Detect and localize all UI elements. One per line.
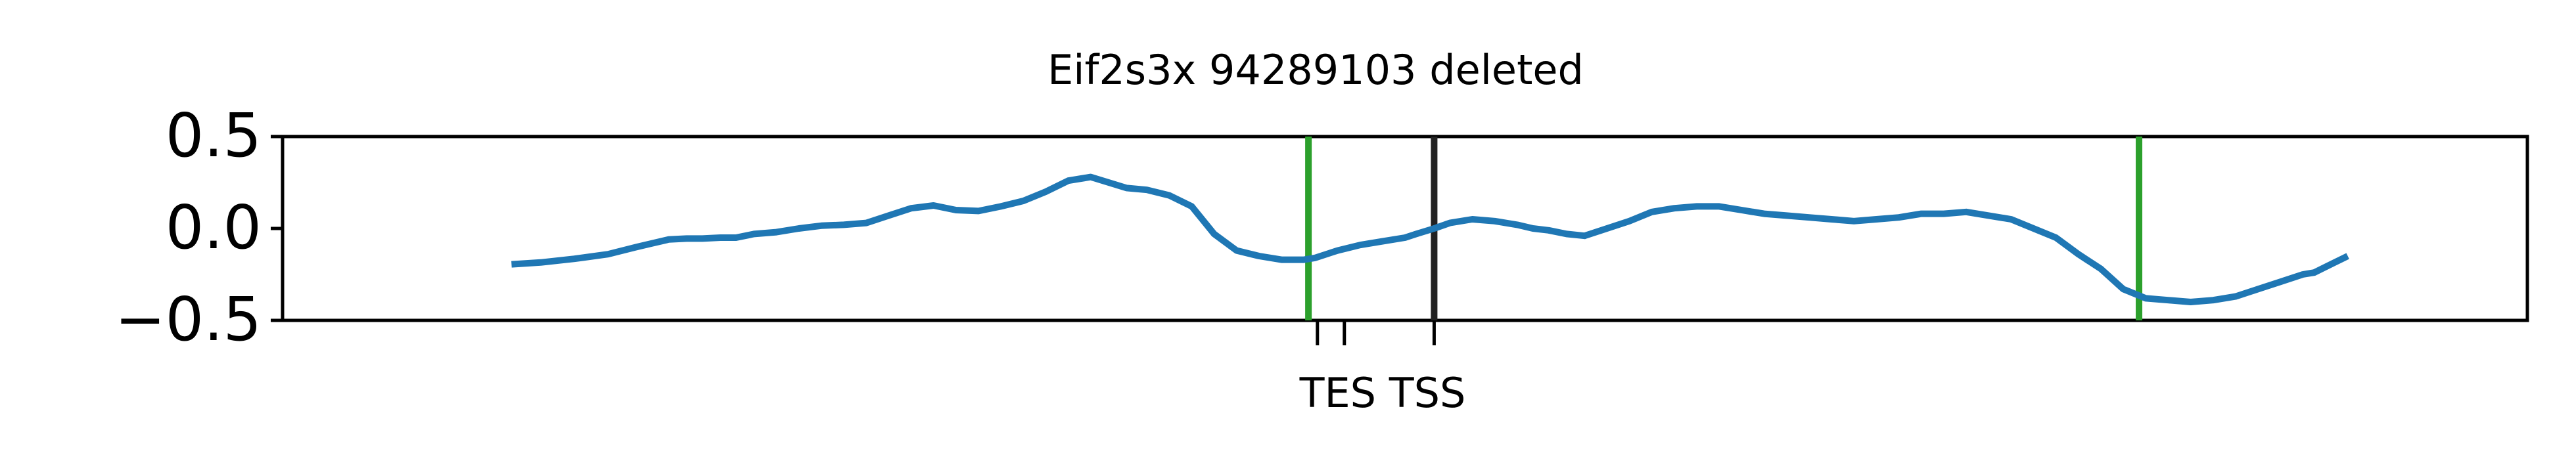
y-tick-label: −0.5 (115, 284, 262, 355)
x-axis-ticks (1316, 320, 1436, 345)
x-tick-labels: TES TSS (1299, 369, 1466, 417)
chart-title: Eif2s3x 94289103 deleted (1047, 46, 1584, 94)
y-tick-label: 0.5 (166, 100, 262, 171)
y-tick-label: 0.0 (166, 192, 262, 263)
series-line (511, 173, 2349, 305)
y-axis-ticks: 0.5 0.0 −0.5 (115, 100, 283, 355)
plot-frame (281, 135, 2529, 322)
series-lines (511, 173, 2349, 305)
